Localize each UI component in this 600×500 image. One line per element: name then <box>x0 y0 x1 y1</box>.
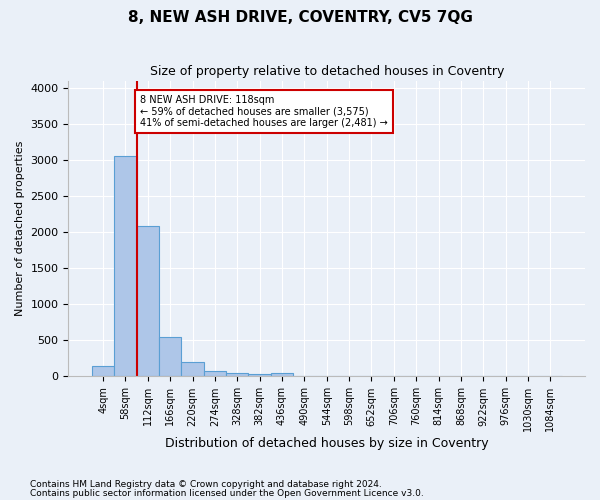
Y-axis label: Number of detached properties: Number of detached properties <box>15 141 25 316</box>
Text: Contains public sector information licensed under the Open Government Licence v3: Contains public sector information licen… <box>30 488 424 498</box>
Bar <box>159 337 181 376</box>
Bar <box>271 373 293 376</box>
Text: 8 NEW ASH DRIVE: 118sqm
← 59% of detached houses are smaller (3,575)
41% of semi: 8 NEW ASH DRIVE: 118sqm ← 59% of detache… <box>140 95 388 128</box>
Bar <box>114 156 137 376</box>
Title: Size of property relative to detached houses in Coventry: Size of property relative to detached ho… <box>149 65 504 78</box>
Bar <box>181 362 204 376</box>
Bar <box>226 372 248 376</box>
X-axis label: Distribution of detached houses by size in Coventry: Distribution of detached houses by size … <box>165 437 488 450</box>
Bar <box>92 366 114 376</box>
Bar <box>137 226 159 376</box>
Bar <box>248 374 271 376</box>
Bar <box>204 371 226 376</box>
Text: Contains HM Land Registry data © Crown copyright and database right 2024.: Contains HM Land Registry data © Crown c… <box>30 480 382 489</box>
Text: 8, NEW ASH DRIVE, COVENTRY, CV5 7QG: 8, NEW ASH DRIVE, COVENTRY, CV5 7QG <box>128 10 472 25</box>
